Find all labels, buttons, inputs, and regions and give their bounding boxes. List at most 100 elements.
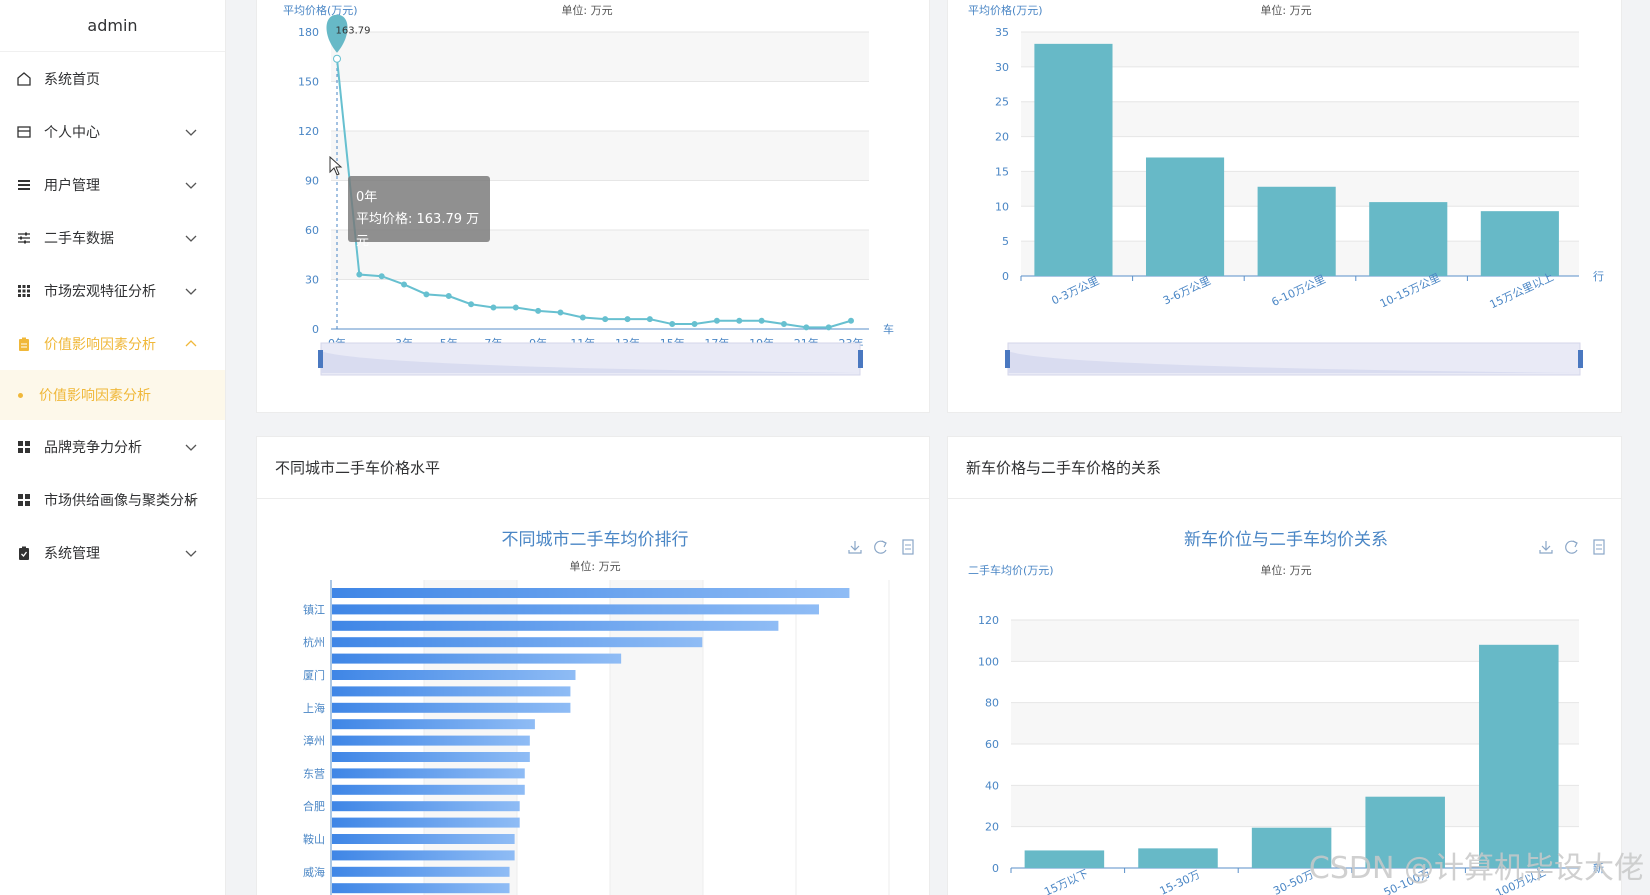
bar[interactable] bbox=[332, 686, 571, 697]
bar[interactable] bbox=[332, 735, 530, 746]
bar[interactable] bbox=[332, 620, 779, 631]
card-header-title: 新车价格与二手车价格的关系 bbox=[948, 437, 1621, 499]
sidebar-item-a1[interactable]: 个人中心 bbox=[0, 105, 225, 158]
bar[interactable] bbox=[332, 752, 530, 762]
bar[interactable] bbox=[332, 719, 535, 730]
bar[interactable] bbox=[1480, 211, 1559, 276]
slider-handle-left[interactable] bbox=[318, 350, 323, 368]
sidebar-item-a2[interactable]: 用户管理 bbox=[0, 158, 225, 211]
sidebar-item-label: 市场供给画像与聚类分析 bbox=[44, 492, 198, 509]
bar[interactable] bbox=[332, 653, 622, 664]
bar[interactable] bbox=[1034, 43, 1113, 277]
data-point[interactable] bbox=[758, 317, 765, 324]
data-point[interactable] bbox=[780, 321, 787, 328]
sidebar-item-b2[interactable]: 系统管理 bbox=[0, 526, 225, 579]
bar[interactable] bbox=[1257, 186, 1336, 276]
data-point[interactable] bbox=[825, 324, 832, 331]
data-view-icon[interactable] bbox=[1593, 539, 1605, 555]
sidebar-item-b1[interactable]: 市场供给画像与聚类分析 bbox=[0, 473, 225, 526]
download-icon[interactable] bbox=[1539, 541, 1553, 554]
sidebar-item-a3[interactable]: 二手车数据 bbox=[0, 211, 225, 264]
data-point[interactable] bbox=[445, 293, 452, 299]
refresh-icon[interactable] bbox=[874, 540, 887, 554]
data-point[interactable] bbox=[669, 321, 676, 328]
data-point[interactable] bbox=[736, 317, 743, 324]
data-point[interactable] bbox=[646, 316, 653, 323]
x-tick-label: 15-30万 bbox=[1158, 868, 1202, 895]
bar[interactable] bbox=[332, 801, 520, 812]
slider-handle-left[interactable] bbox=[1005, 350, 1010, 368]
bar[interactable] bbox=[1024, 850, 1105, 868]
data-point[interactable] bbox=[333, 54, 341, 63]
data-point[interactable] bbox=[512, 304, 519, 311]
data-point[interactable] bbox=[535, 307, 542, 314]
bar[interactable] bbox=[332, 850, 515, 861]
y-axis-label: 平均价格(万元) bbox=[968, 3, 1043, 17]
bar[interactable] bbox=[1145, 157, 1225, 276]
data-point[interactable] bbox=[401, 281, 408, 288]
slider-handle-right[interactable] bbox=[1578, 350, 1583, 368]
clipboard-check-icon bbox=[16, 545, 32, 561]
bar[interactable] bbox=[332, 883, 510, 894]
user-name[interactable]: admin bbox=[0, 0, 225, 52]
sidebar-item-a0[interactable]: 系统首页 bbox=[0, 52, 225, 105]
y-tick-label: 20 bbox=[995, 131, 1009, 144]
data-point[interactable] bbox=[579, 314, 586, 321]
y-tick-label: 漳州 bbox=[303, 734, 325, 748]
y-tick-label: 0 bbox=[992, 862, 999, 875]
card-price-by-age: 平均价格(万元)单位: 万元03060901201501800年3年5年7年9年… bbox=[256, 0, 930, 413]
y-tick-label: 合肥 bbox=[303, 799, 325, 813]
home-icon bbox=[16, 71, 32, 87]
data-view-icon[interactable] bbox=[902, 539, 914, 555]
bar[interactable] bbox=[1365, 796, 1445, 868]
bar[interactable] bbox=[332, 834, 515, 844]
data-point[interactable] bbox=[468, 301, 475, 308]
data-point[interactable] bbox=[691, 321, 698, 328]
data-point[interactable] bbox=[356, 271, 363, 278]
bar[interactable] bbox=[1369, 202, 1448, 276]
y-tick-label: 150 bbox=[298, 76, 319, 89]
y-tick-label: 30 bbox=[305, 274, 319, 287]
id-card-icon bbox=[16, 124, 32, 140]
data-point[interactable] bbox=[423, 291, 430, 298]
data-point[interactable] bbox=[713, 317, 720, 324]
datazoom-slider[interactable] bbox=[1005, 342, 1583, 376]
bar[interactable] bbox=[332, 588, 850, 598]
sidebar-item-a4[interactable]: 市场宏观特征分析 bbox=[0, 264, 225, 317]
data-point[interactable] bbox=[624, 316, 631, 323]
data-point[interactable] bbox=[803, 324, 810, 331]
bar[interactable] bbox=[332, 817, 520, 828]
y-tick-label: 10 bbox=[995, 200, 1009, 213]
slider-handle-right[interactable] bbox=[858, 350, 863, 368]
bar[interactable] bbox=[1138, 848, 1218, 868]
y-tick-label: 40 bbox=[985, 779, 999, 792]
download-icon[interactable] bbox=[848, 541, 862, 554]
card-header-title: 不同城市二手车价格水平 bbox=[257, 437, 929, 499]
sidebar-item-b0[interactable]: 品牌竞争力分析 bbox=[0, 420, 225, 473]
x-tick-label: 10-15万公里 bbox=[1378, 271, 1442, 310]
bar[interactable] bbox=[332, 604, 819, 615]
data-point[interactable] bbox=[848, 317, 854, 324]
bar[interactable] bbox=[332, 784, 525, 795]
data-point[interactable] bbox=[557, 309, 564, 316]
data-point[interactable] bbox=[602, 316, 609, 323]
bar[interactable] bbox=[332, 866, 510, 877]
sidebar-subitem-value-factors[interactable]: 价值影响因素分析 bbox=[0, 370, 225, 420]
max-marker-pin[interactable]: 163.79 bbox=[326, 14, 371, 53]
datazoom-slider[interactable] bbox=[318, 342, 863, 376]
refresh-icon[interactable] bbox=[1565, 540, 1578, 554]
bar[interactable] bbox=[332, 702, 571, 713]
sidebar-item-a5[interactable]: 价值影响因素分析 bbox=[0, 317, 225, 370]
data-point[interactable] bbox=[490, 304, 497, 311]
bar[interactable] bbox=[332, 637, 703, 648]
sidebar: admin 系统首页 个人中心 用户管理 二手车数据 市场宏观特征分析 价值影响因素分析价… bbox=[0, 0, 226, 895]
bar[interactable] bbox=[332, 670, 576, 680]
bar[interactable] bbox=[332, 768, 525, 779]
bar[interactable] bbox=[1479, 644, 1559, 868]
data-point[interactable] bbox=[378, 273, 385, 280]
tooltip-line2: 平均价格: 163.79 万元 bbox=[356, 212, 480, 249]
sidebar-subitem-label: 价值影响因素分析 bbox=[39, 388, 151, 404]
unit-label: 单位: 万元 bbox=[1260, 3, 1311, 17]
bar[interactable] bbox=[1251, 827, 1332, 868]
y-tick-label: 厦门 bbox=[303, 668, 325, 682]
